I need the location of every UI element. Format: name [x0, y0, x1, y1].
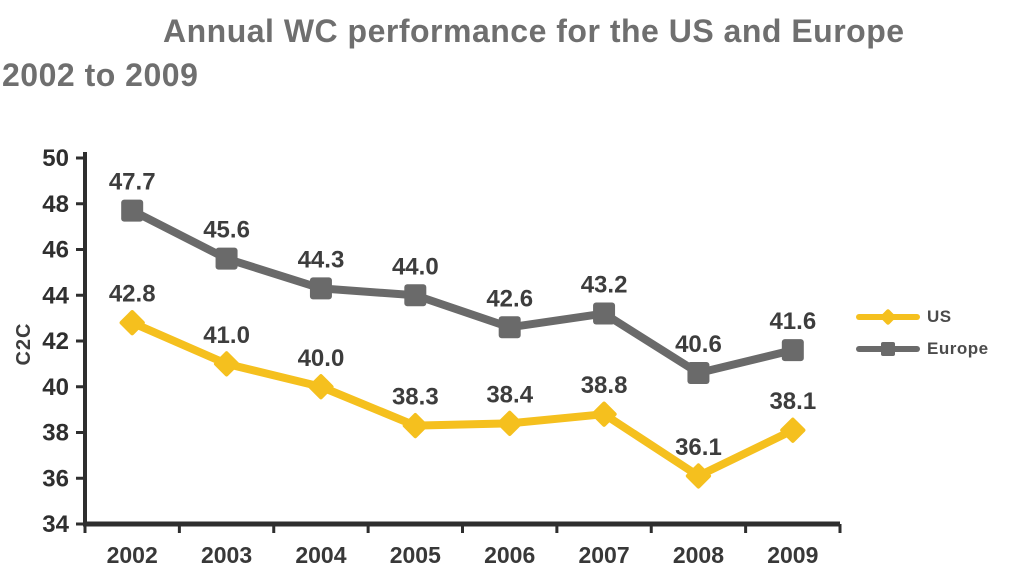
svg-text:38.8: 38.8: [581, 372, 628, 399]
svg-text:2007: 2007: [578, 542, 629, 568]
chart-title-line-2: 2002 to 2009: [2, 57, 199, 93]
legend-label-us: US: [927, 306, 952, 326]
svg-text:40: 40: [42, 374, 69, 401]
svg-text:44: 44: [42, 282, 69, 309]
svg-text:2009: 2009: [767, 542, 818, 568]
square-marker-icon: [881, 342, 895, 356]
svg-text:42.6: 42.6: [486, 285, 533, 312]
legend-item-europe: Europe: [856, 338, 989, 359]
us-series-swatch: [856, 306, 920, 327]
svg-text:41.0: 41.0: [203, 322, 250, 349]
svg-text:48: 48: [42, 191, 69, 218]
svg-text:2008: 2008: [673, 542, 724, 568]
svg-text:42.8: 42.8: [109, 281, 156, 308]
svg-text:2005: 2005: [390, 542, 441, 568]
svg-text:36.1: 36.1: [675, 434, 722, 461]
chart-legend: US Europe: [856, 306, 989, 370]
svg-text:43.2: 43.2: [581, 272, 628, 299]
svg-text:42: 42: [42, 328, 69, 355]
europe-series-swatch: [856, 338, 920, 359]
svg-text:38.1: 38.1: [769, 388, 816, 415]
svg-text:34: 34: [42, 511, 69, 538]
svg-text:44.3: 44.3: [298, 246, 345, 273]
svg-text:38.4: 38.4: [486, 381, 533, 408]
svg-text:2004: 2004: [295, 542, 346, 568]
svg-text:2006: 2006: [484, 542, 535, 568]
legend-item-us: US: [856, 306, 989, 327]
svg-text:36: 36: [42, 465, 69, 492]
svg-text:46: 46: [42, 237, 69, 264]
chart-title-line-1: Annual WC performance for the US and Eur…: [163, 13, 905, 49]
svg-text:2002: 2002: [107, 542, 158, 568]
svg-text:41.6: 41.6: [769, 308, 816, 335]
svg-text:47.7: 47.7: [109, 169, 156, 196]
diamond-marker-icon: [879, 308, 897, 326]
svg-text:C2C: C2C: [13, 322, 35, 365]
svg-text:38: 38: [42, 420, 69, 447]
svg-text:44.0: 44.0: [392, 253, 439, 280]
svg-text:2003: 2003: [201, 542, 252, 568]
svg-text:40.6: 40.6: [675, 331, 722, 358]
svg-text:50: 50: [42, 145, 69, 172]
legend-label-europe: Europe: [927, 338, 989, 358]
svg-text:38.3: 38.3: [392, 384, 439, 411]
svg-text:45.6: 45.6: [203, 217, 250, 244]
svg-text:40.0: 40.0: [298, 345, 345, 372]
